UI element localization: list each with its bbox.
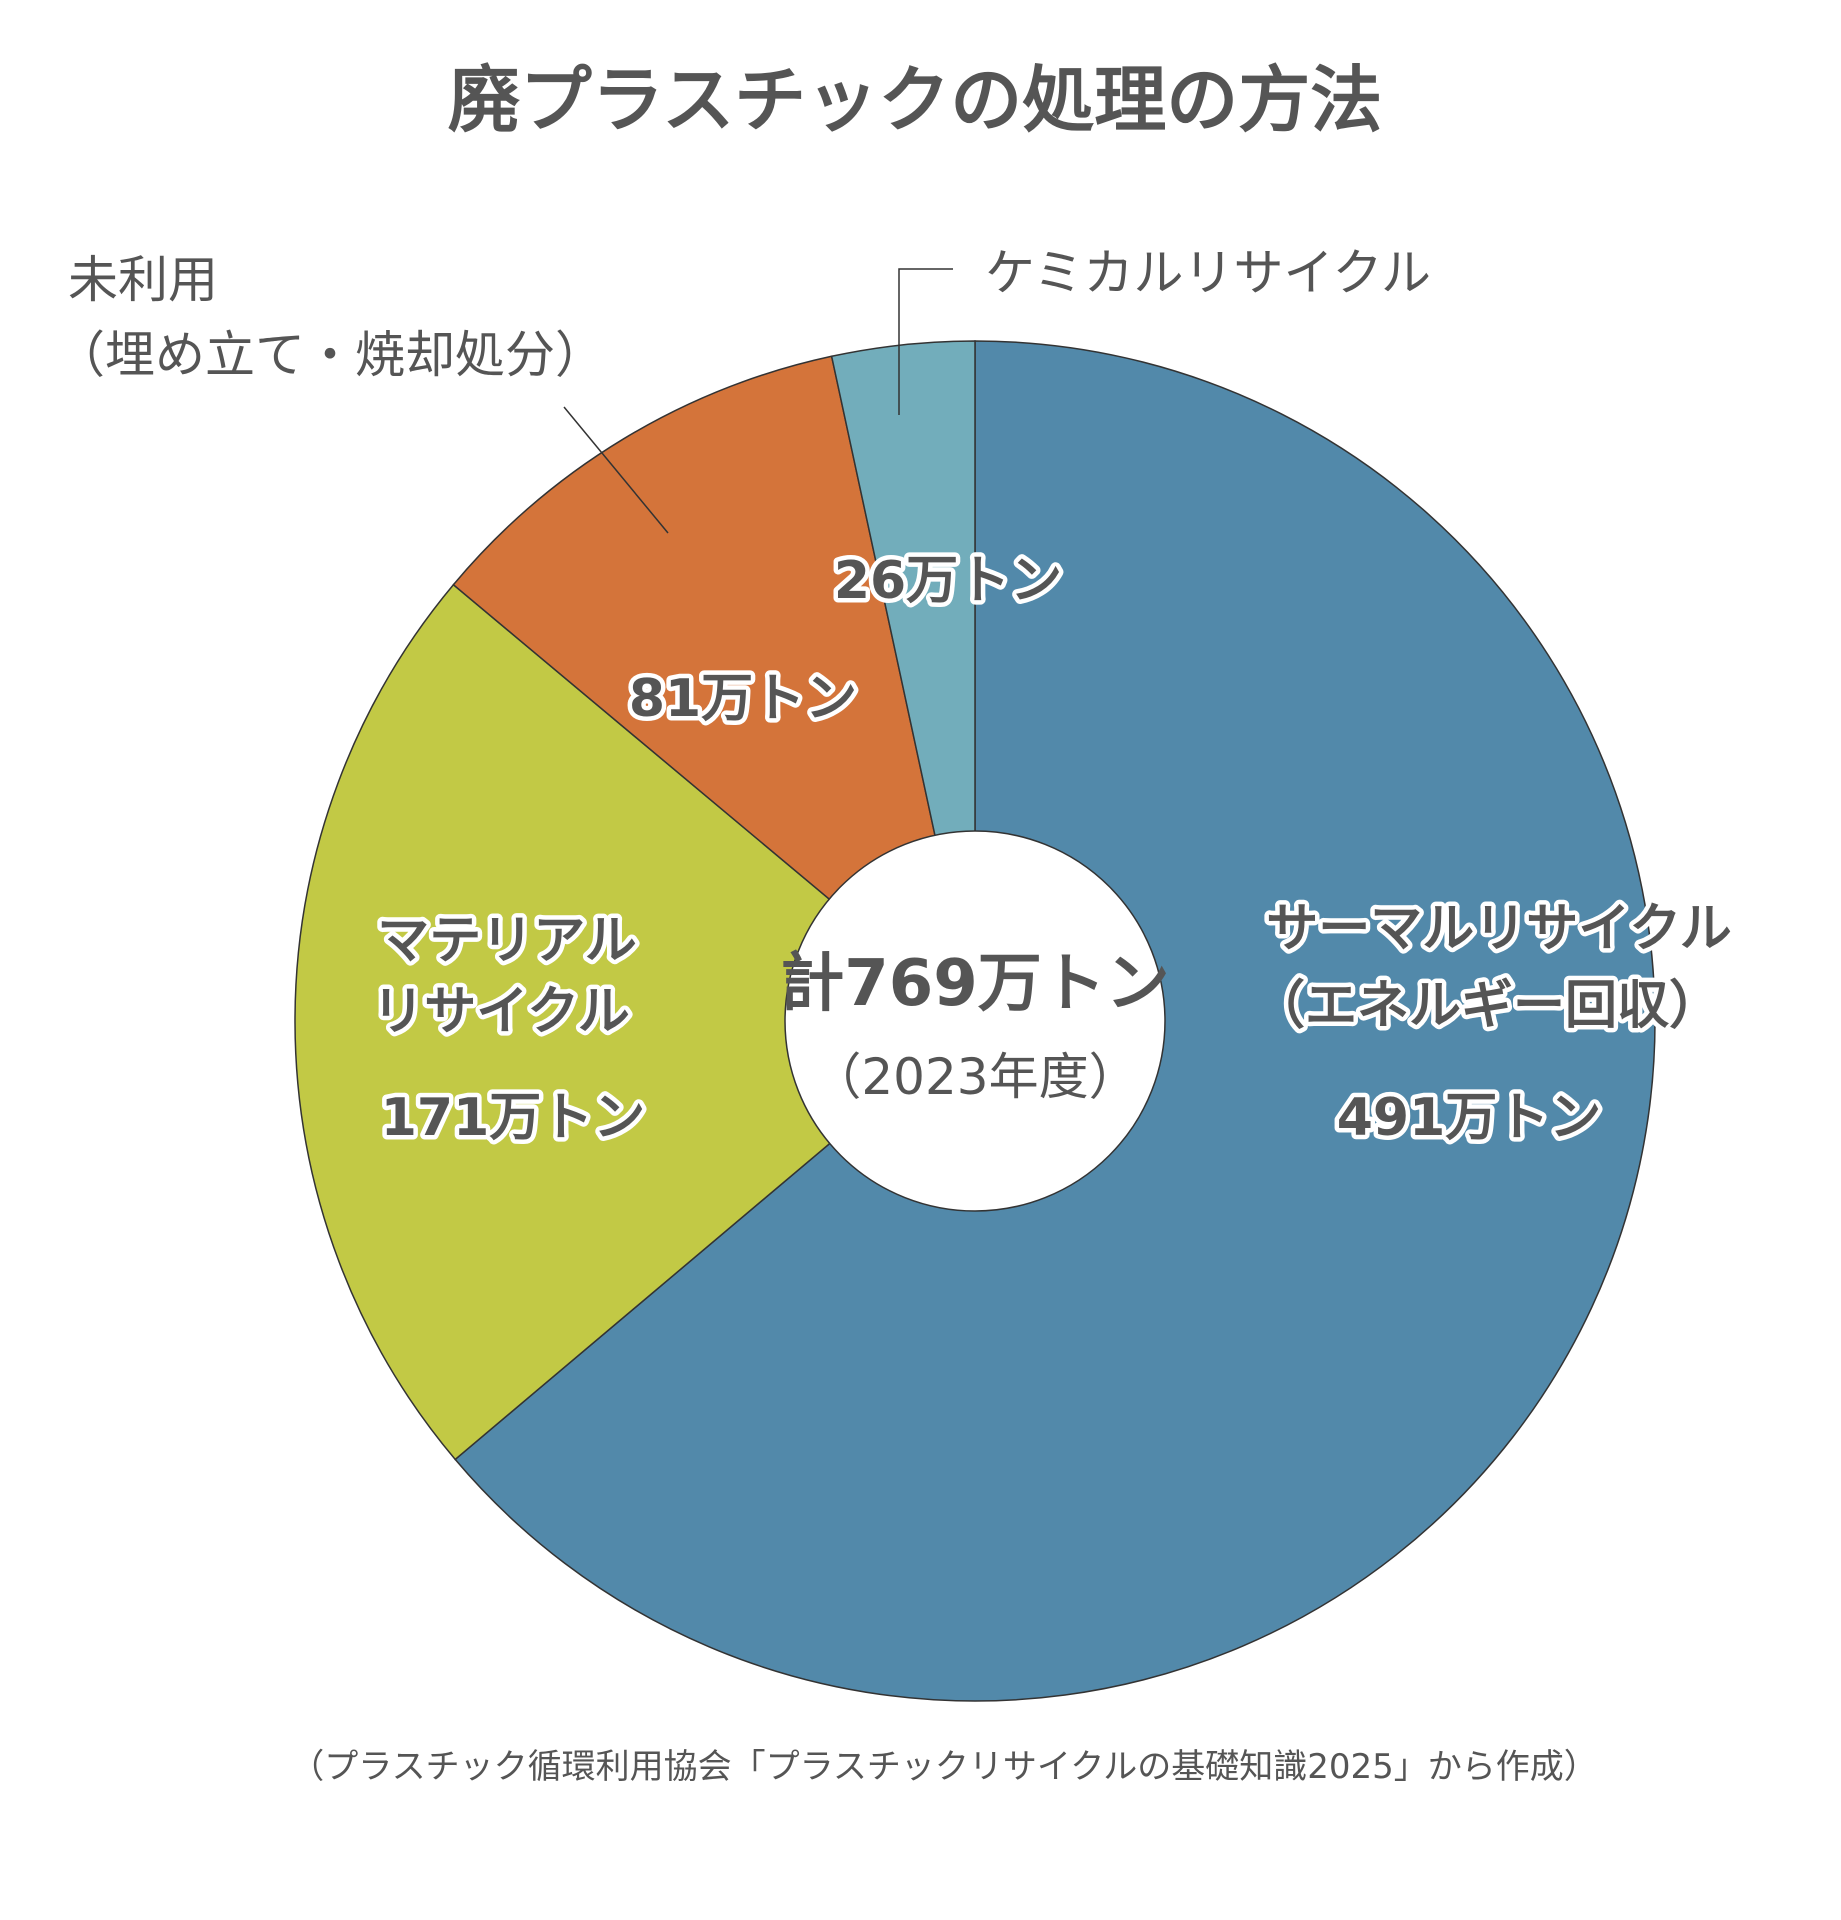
chart-title: 廃プラスチックの処理の方法 xyxy=(448,58,1383,142)
donut-hole xyxy=(784,830,1166,1212)
total-year: （2023年度） xyxy=(811,1048,1138,1106)
total-label: 計769万トン xyxy=(780,947,1170,1021)
label-thermal-name2: （エネルギー回収） xyxy=(1253,976,1721,1036)
label-chemical-name: ケミカルリサイクル xyxy=(985,244,1431,302)
source-note: （プラスチック循環利用協会「プラスチックリサイクルの基礎知識2025」から作成） xyxy=(290,1747,1597,1787)
value-label-chemical: 26万トン xyxy=(834,551,1062,611)
value-label-unused: 81万トン xyxy=(629,669,857,729)
pie-slice-material xyxy=(294,583,977,1461)
label-material-name2: リサイクル xyxy=(372,982,629,1042)
value-label-thermal: 491万トン xyxy=(1337,1088,1602,1148)
label-unused-name: 未利用 xyxy=(68,251,218,309)
pie-slice-unused xyxy=(452,355,977,1023)
label-unused-name2: （埋め立て・焼却処分） xyxy=(55,326,605,384)
leader-line-chemical xyxy=(898,268,953,415)
leader-line-unused xyxy=(563,406,669,534)
value-label-material: 171万トン xyxy=(381,1088,646,1148)
label-thermal-name: サーマルリサイクル xyxy=(1266,899,1731,959)
label-material-name: マテリアル xyxy=(377,911,636,971)
